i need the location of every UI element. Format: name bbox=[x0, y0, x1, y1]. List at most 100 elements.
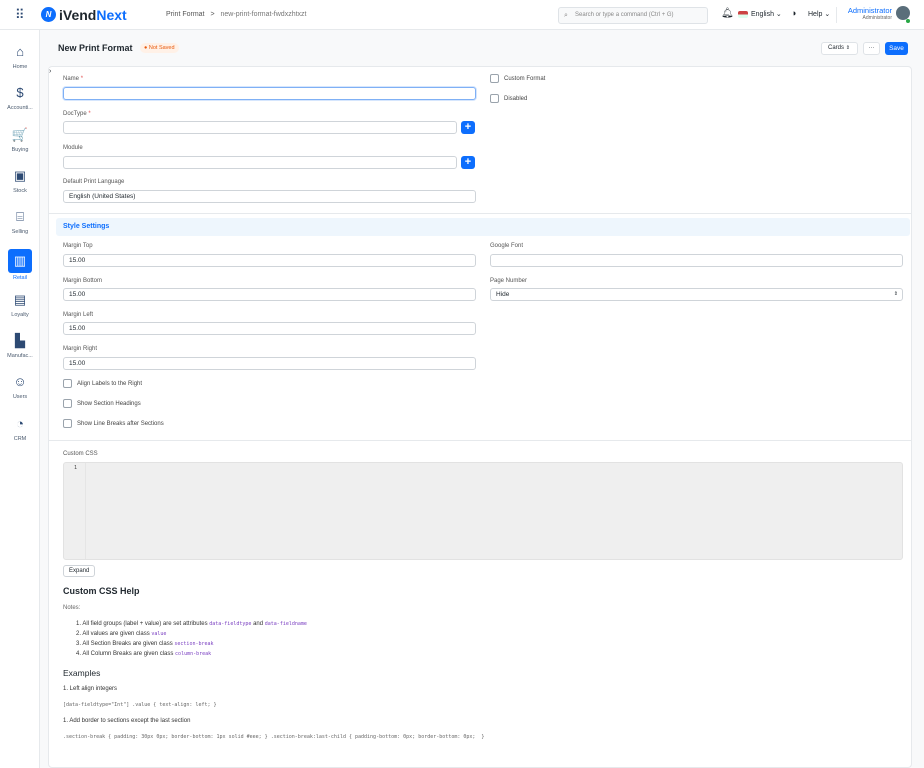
sidebar-item-label: Retail bbox=[12, 274, 28, 281]
sidebar-item-stock[interactable]: ▣ Stock bbox=[0, 166, 40, 194]
sidebar-item-label: CRM bbox=[13, 435, 27, 442]
margin-right-label: Margin Right bbox=[63, 346, 98, 352]
margin-left-input[interactable]: 15.00 bbox=[63, 322, 476, 335]
form-card bbox=[48, 66, 912, 768]
divider bbox=[49, 440, 911, 441]
more-button[interactable]: ··· bbox=[863, 42, 880, 55]
page-number-select[interactable]: Hide ⇕ bbox=[490, 288, 903, 301]
save-button[interactable]: Save bbox=[885, 42, 908, 55]
disabled-checkbox[interactable]: Disabled bbox=[490, 94, 527, 103]
sidebar-item-selling[interactable]: ⌸ Selling bbox=[0, 207, 40, 235]
note-item: 1. All field groups (label + value) are … bbox=[76, 621, 307, 627]
margin-top-input[interactable]: 15.00 bbox=[63, 254, 476, 267]
margin-left-label: Margin Left bbox=[63, 312, 94, 318]
selling-icon: ⌸ bbox=[16, 209, 24, 225]
sidebar-item-crm[interactable]: ◔ CRM bbox=[0, 414, 40, 442]
breadcrumb-parent[interactable]: Print Format bbox=[166, 11, 205, 18]
crm-icon: ◔ bbox=[16, 415, 24, 431]
sidebar-item-label: Accounti... bbox=[7, 105, 33, 112]
help-title: Custom CSS Help bbox=[63, 586, 140, 596]
margin-bottom-label: Margin Bottom bbox=[63, 278, 103, 284]
expand-button[interactable]: Expand bbox=[63, 565, 96, 577]
module-label: Module bbox=[63, 145, 83, 151]
sidebar-item-label: Loyalty bbox=[11, 311, 29, 318]
show-section-headings-checkbox[interactable]: Show Section Headings bbox=[63, 399, 141, 408]
sidebar-item-retail[interactable]: ▥ Retail bbox=[0, 248, 40, 281]
search-input[interactable]: ⌕ Search or type a command (Ctrl + G) bbox=[558, 7, 708, 24]
cart-icon: 🛒 bbox=[11, 126, 29, 142]
breadcrumb: Print Format > new-print-format-fwdxzhtx… bbox=[166, 11, 306, 18]
status-badge: ● Not Saved bbox=[140, 43, 179, 53]
custom-css-label: Custom CSS bbox=[63, 451, 98, 457]
language-label: Default Print Language bbox=[63, 179, 125, 185]
barcode-icon: ▥ bbox=[8, 248, 32, 273]
add-module-button[interactable]: + bbox=[461, 156, 475, 169]
us-flag-icon bbox=[738, 11, 748, 18]
sidebar-item-label: Manufac... bbox=[7, 353, 33, 360]
help-menu[interactable]: Help ⌄ bbox=[808, 11, 831, 18]
style-settings-header[interactable]: Style Settings bbox=[56, 218, 910, 236]
page-title: New Print Format bbox=[58, 43, 133, 53]
id-card-icon: ▤ bbox=[13, 291, 27, 307]
custom-format-checkbox[interactable]: Custom Format bbox=[490, 74, 545, 83]
select-arrows-icon: ⇕ bbox=[893, 291, 898, 297]
breadcrumb-current: new-print-format-fwdxzhtxzt bbox=[220, 11, 307, 18]
name-label: Name * bbox=[63, 76, 84, 82]
example-title: 1. Left align integers bbox=[63, 686, 118, 692]
sidebar-item-label: Home bbox=[12, 64, 28, 70]
doctype-input[interactable] bbox=[63, 121, 457, 134]
sidebar-toggle-chevron-icon[interactable]: › bbox=[49, 68, 59, 80]
line-number: 1 bbox=[74, 465, 78, 471]
note-item: 4. All Column Breaks are given class col… bbox=[76, 651, 212, 657]
search-icon: ⌕ bbox=[564, 12, 568, 19]
top-bar: ⠿ N iVendNext Print Format > new-print-f… bbox=[0, 0, 924, 30]
app-grid-icon[interactable]: ⠿ bbox=[15, 7, 25, 22]
sidebar-item-label: Stock bbox=[13, 187, 27, 194]
doctype-label: DocType * bbox=[63, 111, 91, 117]
sidebar-item-label: Users bbox=[12, 394, 28, 401]
align-labels-checkbox[interactable]: Align Labels to the Right bbox=[63, 379, 142, 388]
language-selector[interactable]: English ⌄ bbox=[751, 11, 782, 18]
home-icon: ⌂ bbox=[16, 44, 24, 59]
dollar-icon: $ bbox=[16, 85, 24, 101]
divider bbox=[49, 213, 911, 214]
custom-css-editor[interactable]: 1 bbox=[63, 462, 903, 560]
note-item: 3. All Section Breaks are given class se… bbox=[76, 641, 214, 647]
show-line-breaks-checkbox[interactable]: Show Line Breaks after Sections bbox=[63, 419, 164, 428]
users-icon: ☺ bbox=[13, 374, 27, 390]
sidebar-item-buying[interactable]: 🛒 Buying bbox=[0, 125, 40, 153]
online-indicator bbox=[906, 19, 910, 23]
sidebar-item-accounti[interactable]: $ Accounti... bbox=[0, 83, 40, 111]
add-doctype-button[interactable]: + bbox=[461, 121, 475, 134]
sidebar-item-loyalty[interactable]: ▤ Loyalty bbox=[0, 290, 40, 318]
margin-bottom-input[interactable]: 15.00 bbox=[63, 288, 476, 301]
palette-icon[interactable]: ◑ bbox=[791, 8, 797, 18]
avatar[interactable] bbox=[896, 6, 910, 20]
logo-icon: N bbox=[41, 7, 56, 22]
margin-right-input[interactable]: 15.00 bbox=[63, 357, 476, 370]
language-input[interactable]: English (United States) bbox=[63, 190, 476, 203]
examples-title: Examples bbox=[63, 668, 101, 678]
sidebar-item-label: Selling bbox=[11, 229, 29, 236]
google-font-input[interactable] bbox=[490, 254, 903, 267]
sidebar-item-label: Buying bbox=[11, 146, 29, 153]
view-select[interactable]: Cards ⇕ bbox=[821, 42, 858, 55]
sidebar-item-users[interactable]: ☺ Users bbox=[0, 372, 40, 400]
example-code: [data-fieldtype="Int"] .value { text-ali… bbox=[63, 702, 217, 708]
example-code: .section-break { padding: 30px 0px; bord… bbox=[63, 734, 485, 740]
box-icon: ▣ bbox=[13, 167, 27, 183]
name-input[interactable] bbox=[63, 87, 476, 100]
factory-icon: ▙ bbox=[15, 333, 25, 349]
sidebar-item-manufac[interactable]: ▙ Manufac... bbox=[0, 331, 40, 359]
note-item: 2. All values are given class value bbox=[76, 631, 167, 637]
bell-icon[interactable]: 🔔︎ bbox=[721, 8, 734, 19]
module-input[interactable] bbox=[63, 156, 457, 169]
google-font-label: Google Font bbox=[490, 243, 524, 249]
app-logo[interactable]: iVendNext bbox=[59, 7, 127, 23]
sidebar-item-home[interactable]: ⌂ Home bbox=[0, 42, 40, 70]
margin-top-label: Margin Top bbox=[63, 243, 93, 249]
divider bbox=[836, 7, 837, 23]
notes-label: Notes: bbox=[63, 605, 81, 611]
user-menu[interactable]: Administrator Administrator bbox=[847, 6, 892, 21]
sidebar: ⌂ Home $ Accounti... 🛒 Buying ▣ Stock ⌸ Selling ▥ R… bbox=[0, 30, 40, 768]
